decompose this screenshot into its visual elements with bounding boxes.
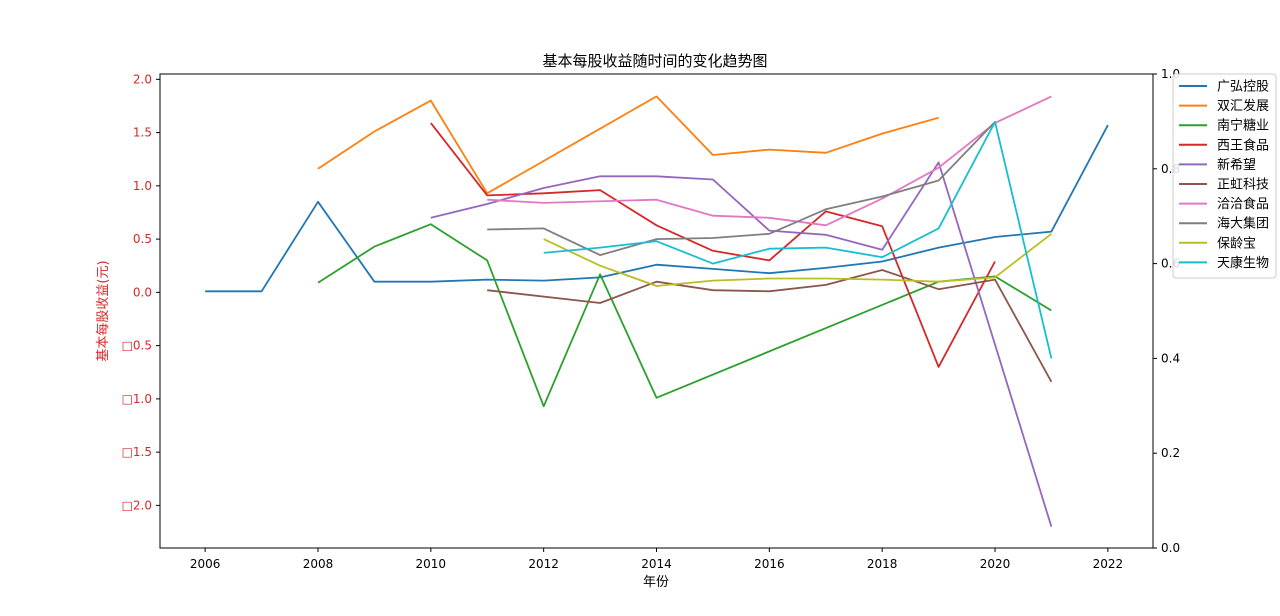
y-tick-label: □0.5 [122,339,152,353]
series-line-1 [317,95,939,195]
x-tick-label: 2018 [867,557,898,571]
chart-title: 基本每股收益随时间的变化趋势图 [542,52,767,70]
y2-tick-label: 0.0 [1161,541,1180,555]
series-line-4 [430,161,1053,527]
x-tick-label: 2014 [641,557,672,571]
x-axis-label: 年份 [643,575,669,590]
y-tick-label: □1.0 [122,392,152,406]
y2-tick-label: 0.4 [1161,351,1180,365]
y-tick-label: 0.0 [133,285,152,299]
x-tick-label: 2008 [303,557,334,571]
series-line-3 [430,122,996,368]
legend-label: 新希望 [1217,157,1256,173]
legend-label: 广弘控股 [1217,80,1269,95]
y-tick-label: 1.0 [133,179,152,193]
series-line-7 [487,121,996,256]
series-layer [205,95,1109,527]
legend-label: 天康生物 [1217,255,1269,271]
y-tick-label: □1.5 [122,445,152,459]
y2-tick-label: 0.2 [1161,446,1180,460]
legend-label: 南宁糖业 [1217,118,1269,134]
x-tick-label: 2022 [1093,557,1124,571]
legend-label: 洽洽食品 [1217,196,1269,212]
x-tick-label: 2012 [528,557,559,571]
series-line-5 [487,269,1053,383]
x-tick-label: 2016 [754,557,785,571]
x-tick-label: 2006 [190,557,221,571]
series-line-9 [543,121,1053,359]
legend-label: 保龄宝 [1217,236,1256,251]
legend-label: 西王食品 [1217,137,1269,153]
legend-label: 海大集团 [1217,216,1269,232]
x-axis-ticks: 2006 2008 2010 2012 2014 2016 2018 2020 2022 [190,548,1123,571]
series-line-8 [543,233,1052,287]
series-line-0 [205,124,1109,293]
y-axis-left-ticks: 2.0 1.5 1.0 0.5 0.0 □0.5 □1.0 □1.5 □2.0 [122,72,160,512]
plot-area-frame [159,73,1154,549]
y-tick-label: □2.0 [122,498,152,512]
series-line-6 [487,95,1052,227]
legend-label: 双汇发展 [1217,98,1269,114]
y-axis-label: 基本每股收益(元) [95,260,111,361]
y-tick-label: 0.5 [133,232,152,246]
x-tick-label: 2020 [980,557,1011,571]
y-tick-label: 1.5 [133,126,152,140]
legend-label: 正虹科技 [1217,178,1269,193]
y-tick-label: 2.0 [133,72,152,86]
x-tick-label: 2010 [416,557,447,571]
